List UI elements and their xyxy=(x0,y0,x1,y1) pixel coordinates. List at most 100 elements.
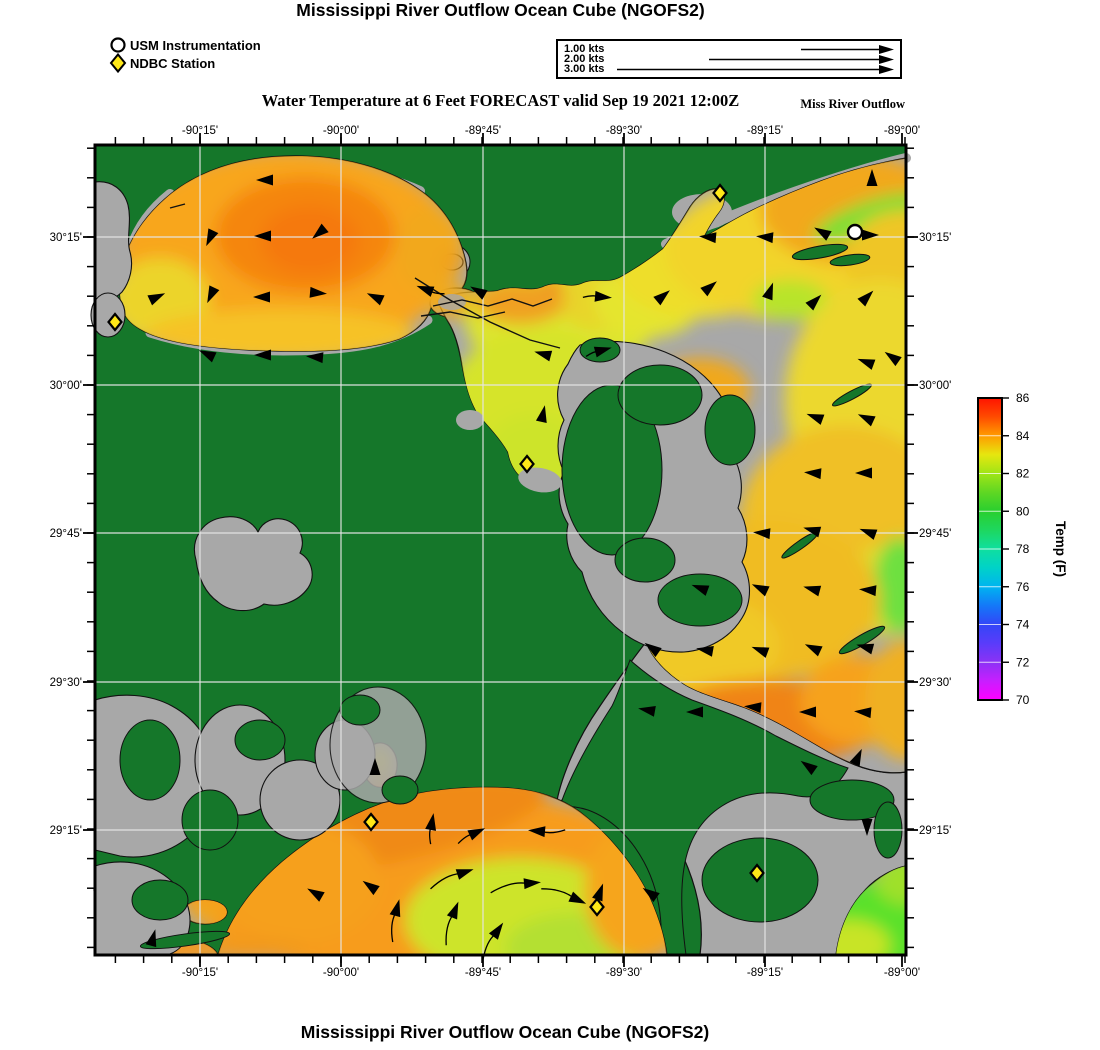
lon-label: -89°15' xyxy=(747,967,783,979)
current-arrow xyxy=(198,350,217,363)
current-arrow xyxy=(307,888,325,902)
current-arrow xyxy=(145,929,157,948)
current-arrow xyxy=(751,584,770,597)
lat-label: 29°15' xyxy=(50,825,82,837)
colorbar-tick-label: 82 xyxy=(1016,467,1030,481)
grid-lines xyxy=(95,145,906,955)
current-arrow xyxy=(541,888,587,904)
colorbar-frame xyxy=(977,397,1003,701)
current-arrow xyxy=(814,227,832,241)
current-arrow xyxy=(691,584,710,596)
current-arrow xyxy=(700,281,717,297)
current-scale-box xyxy=(556,39,902,79)
lat-label: 29°45' xyxy=(919,528,951,540)
current-arrow xyxy=(804,644,823,657)
lon-label: -89°15' xyxy=(747,125,783,137)
current-arrow xyxy=(744,702,762,714)
current-arrow xyxy=(857,290,874,307)
current-arrow xyxy=(206,228,219,247)
current-arrow xyxy=(470,286,488,300)
current-arrows xyxy=(145,169,902,959)
usm-legend-icon xyxy=(110,37,126,53)
current-arrow xyxy=(751,646,770,658)
marsh-areas xyxy=(90,181,756,956)
lat-label: 29°30' xyxy=(50,677,82,689)
ndbc-station-marker xyxy=(749,863,765,883)
current-arrow xyxy=(366,293,385,306)
current-arrow xyxy=(535,405,547,423)
ndbc-legend-icon xyxy=(109,52,127,74)
current-arrow xyxy=(849,748,862,767)
current-arrow xyxy=(369,758,381,775)
lon-label: -89°45' xyxy=(465,967,501,979)
colorbar-tick-label: 78 xyxy=(1016,542,1030,556)
current-arrow xyxy=(803,526,822,538)
current-arrow xyxy=(856,643,875,655)
colorbar-tick-label: 74 xyxy=(1016,618,1030,632)
usm-station-marker xyxy=(846,223,864,241)
current-arrow xyxy=(425,813,437,845)
lon-label: -90°00' xyxy=(323,967,359,979)
colorbar-tick-label: 76 xyxy=(1016,580,1030,594)
lon-label: -89°45' xyxy=(465,125,501,137)
current-arrow xyxy=(638,705,656,717)
colorbar-tick-label: 80 xyxy=(1016,504,1030,518)
current-arrow xyxy=(861,819,873,836)
station-markers xyxy=(107,183,864,917)
current-arrow xyxy=(805,294,822,311)
lat-label: 30°00' xyxy=(50,380,82,392)
current-arrow xyxy=(254,349,271,361)
current-arrow xyxy=(389,899,401,943)
lon-label: -89°30' xyxy=(606,125,642,137)
scale-arrow-head xyxy=(879,55,894,64)
current-arrow xyxy=(699,232,717,244)
region-label: Miss River Outflow xyxy=(800,97,905,111)
current-arrow xyxy=(256,174,273,186)
lat-label: 29°45' xyxy=(50,528,82,540)
current-arrow xyxy=(306,352,324,364)
colorbar-tick-label: 72 xyxy=(1016,655,1030,669)
legend-usm-label: USM Instrumentation xyxy=(130,38,261,53)
scale-2kt-label: 2.00 kts xyxy=(564,53,605,65)
current-arrow xyxy=(653,290,670,306)
lat-label: 29°15' xyxy=(919,825,951,837)
legend-ndbc-label: NDBC Station xyxy=(130,56,216,71)
current-arrow xyxy=(445,901,459,946)
lon-label: -89°00' xyxy=(884,125,920,137)
colorbar-tick-label: 86 xyxy=(1016,391,1030,405)
current-arrow xyxy=(312,223,329,239)
delta-land xyxy=(555,640,907,956)
scale-3kt-label: 3.00 kts xyxy=(564,63,605,75)
current-arrow xyxy=(207,285,220,304)
current-arrow xyxy=(644,642,662,658)
current-arrow xyxy=(803,585,822,597)
ndbc-station-marker xyxy=(363,812,379,832)
lon-label: -90°15' xyxy=(182,125,218,137)
current-arrow xyxy=(582,290,612,302)
axis-labels: -90°15' -90°15' -90°00' -90°00' -89°45' -89°4… xyxy=(50,125,952,979)
current-arrow xyxy=(854,707,872,719)
channel-lines xyxy=(169,203,561,349)
scale-arrow-head xyxy=(879,45,894,54)
barrier-islands xyxy=(781,243,886,655)
current-arrow xyxy=(859,585,877,597)
current-arrow xyxy=(862,229,879,241)
current-arrow xyxy=(800,760,818,776)
current-arrow xyxy=(855,467,872,479)
lon-label: -90°15' xyxy=(182,967,218,979)
current-arrow xyxy=(490,878,541,894)
current-arrow xyxy=(534,350,553,362)
scale-1kt-label: 1.00 kts xyxy=(564,43,605,55)
colorbar-title: Temp (F) xyxy=(1053,521,1068,577)
ndbc-station-marker xyxy=(107,312,123,332)
colorbar-tick-label: 84 xyxy=(1016,429,1030,443)
current-arrow xyxy=(254,230,271,242)
current-arrow xyxy=(430,869,474,890)
current-arrow xyxy=(416,285,445,297)
current-arrow xyxy=(866,169,878,186)
current-arrow xyxy=(696,645,714,657)
lon-label: -89°30' xyxy=(606,967,642,979)
page-title: Mississippi River Outflow Ocean Cube (NG… xyxy=(296,0,705,20)
current-arrow xyxy=(753,528,771,540)
current-arrow xyxy=(804,468,822,480)
